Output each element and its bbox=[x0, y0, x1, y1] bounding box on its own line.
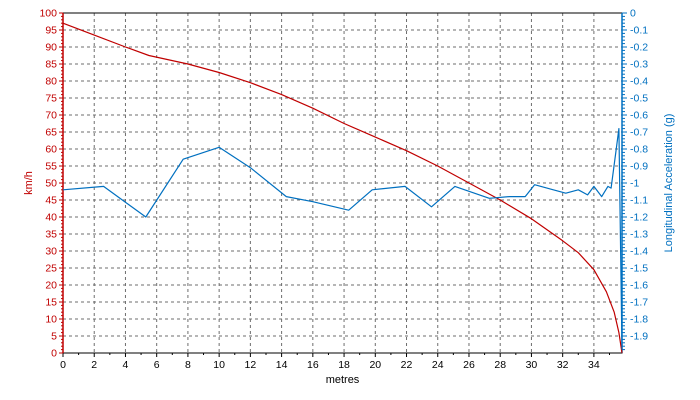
x-tick-label: 26 bbox=[463, 359, 475, 371]
y-left-tick-label: 45 bbox=[45, 195, 57, 207]
y-axis-right-label: Longitudinal Acceleration (g) bbox=[663, 114, 675, 253]
x-tick-label: 18 bbox=[338, 359, 350, 371]
y-left-tick-label: 85 bbox=[45, 59, 57, 71]
y-left-tick-label: 75 bbox=[45, 93, 57, 105]
x-tick-label: 6 bbox=[154, 359, 160, 371]
y-left-tick-label: 60 bbox=[45, 144, 57, 156]
x-tick-label: 22 bbox=[401, 359, 413, 371]
acceleration-series-line bbox=[62, 128, 623, 350]
x-tick-label: 20 bbox=[369, 359, 381, 371]
x-tick-label: 24 bbox=[432, 359, 444, 371]
y-left-tick-label: 35 bbox=[45, 229, 57, 241]
y-left-tick-label: 50 bbox=[45, 178, 57, 190]
x-tick-label: 28 bbox=[494, 359, 506, 371]
labels-layer: metres km/h Longitudinal Acceleration (g… bbox=[23, 114, 675, 386]
y-right-tick-label: -0.9 bbox=[630, 161, 648, 173]
y-right-tick-label: -0.7 bbox=[630, 127, 648, 139]
x-axis-label: metres bbox=[326, 374, 360, 386]
y-left-tick-label: 15 bbox=[45, 297, 57, 309]
y-right-tick-label: -1.9 bbox=[630, 331, 648, 343]
y-right-tick-label: -1 bbox=[630, 178, 639, 190]
y-right-tick-label: -0.1 bbox=[630, 25, 648, 37]
speed-series-line bbox=[62, 22, 623, 354]
y-right-tick-label: -0.4 bbox=[630, 76, 648, 88]
y-right-tick-label: -1.6 bbox=[630, 280, 648, 292]
y-left-tick-label: 70 bbox=[45, 110, 57, 122]
y-right-tick-label: -1.2 bbox=[630, 212, 648, 224]
y-left-tick-label: 25 bbox=[45, 263, 57, 275]
x-tick-label: 10 bbox=[213, 359, 225, 371]
series-layer bbox=[62, 22, 623, 354]
y-right-tick-label: -1.3 bbox=[630, 229, 648, 241]
y-right-tick-label: 0 bbox=[630, 8, 636, 20]
x-tick-label: 34 bbox=[588, 359, 600, 371]
y-left-tick-label: 20 bbox=[45, 280, 57, 292]
x-tick-label: 16 bbox=[307, 359, 319, 371]
y-right-tick-label: -1.4 bbox=[630, 246, 648, 258]
y-right-tick-label: -0.6 bbox=[630, 110, 648, 122]
x-tick-label: 32 bbox=[557, 359, 569, 371]
x-tick-label: 0 bbox=[60, 359, 66, 371]
axes-layer: 0 2 4 6 8 10 12 14 16 18 20 22 24 26 28 30 32 34051015202… bbox=[39, 8, 648, 372]
y-axis-left-label: km/h bbox=[23, 171, 35, 195]
x-tick-label: 8 bbox=[185, 359, 191, 371]
grid-layer bbox=[63, 13, 622, 353]
x-tick-label: 4 bbox=[123, 359, 129, 371]
x-tick-label: 12 bbox=[245, 359, 257, 371]
y-right-tick-label: -0.3 bbox=[630, 59, 648, 71]
y-left-tick-label: 95 bbox=[45, 25, 57, 37]
y-left-tick-label: 100 bbox=[39, 8, 57, 20]
y-left-tick-label: 0 bbox=[51, 348, 57, 360]
y-right-tick-label: -1.8 bbox=[630, 314, 648, 326]
y-right-tick-label: -1.7 bbox=[630, 297, 648, 309]
x-tick-label: 2 bbox=[91, 359, 97, 371]
y-right-tick-label: -1.1 bbox=[630, 195, 648, 207]
x-tick-label: 14 bbox=[276, 359, 288, 371]
y-left-tick-label: 5 bbox=[51, 331, 57, 343]
y-left-tick-label: 80 bbox=[45, 76, 57, 88]
y-right-tick-label: -1.5 bbox=[630, 263, 648, 275]
y-left-tick-label: 55 bbox=[45, 161, 57, 173]
y-left-tick-label: 90 bbox=[45, 42, 57, 54]
y-left-tick-label: 40 bbox=[45, 212, 57, 224]
y-left-tick-label: 30 bbox=[45, 246, 57, 258]
x-tick-label: 30 bbox=[526, 359, 538, 371]
y-right-tick-label: -0.2 bbox=[630, 42, 648, 54]
y-left-tick-label: 65 bbox=[45, 127, 57, 139]
y-left-tick-label: 10 bbox=[45, 314, 57, 326]
y-right-tick-label: -0.5 bbox=[630, 93, 648, 105]
y-right-tick-label: -0.8 bbox=[630, 144, 648, 156]
